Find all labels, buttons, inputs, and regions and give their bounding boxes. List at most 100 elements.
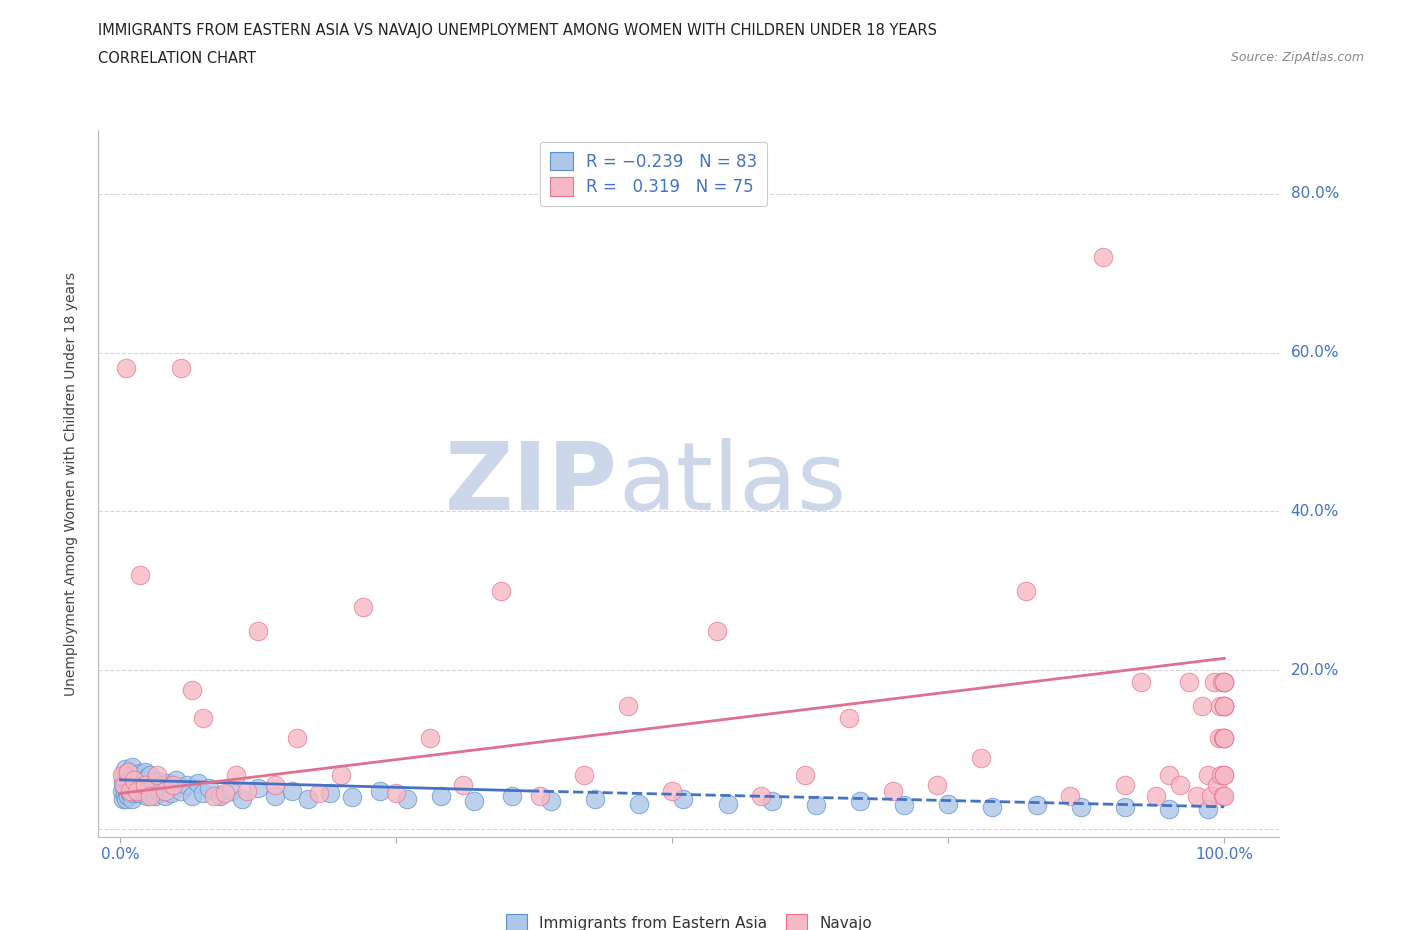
Point [131,777,153,792]
Point [1178,674,1201,689]
Point [882,783,904,798]
Point [136,770,159,785]
Point [617,698,640,713]
Point [661,783,683,798]
Point [110,783,132,798]
Point [134,777,156,792]
Point [122,774,145,789]
Point [198,780,221,795]
Point [176,777,198,792]
Text: CORRELATION CHART: CORRELATION CHART [98,51,256,66]
Point [385,786,408,801]
Point [115,773,138,788]
Point [115,791,138,806]
Point [1070,800,1092,815]
Point [118,776,141,790]
Point [1209,698,1232,713]
Point [115,777,138,792]
Point [1025,798,1047,813]
Point [134,764,156,779]
Point [706,623,728,638]
Point [1197,767,1219,782]
Point [170,361,193,376]
Point [162,777,184,792]
Point [1191,698,1213,713]
Point [297,791,319,806]
Point [849,794,872,809]
Point [572,767,595,782]
Text: 20.0%: 20.0% [1291,663,1339,678]
Point [187,776,209,790]
Point [125,783,148,798]
Point [1059,789,1081,804]
Point [236,783,259,798]
Point [153,789,176,804]
Point [170,783,193,798]
Point [491,583,513,598]
Point [838,711,860,725]
Point [112,780,135,795]
Point [115,783,138,798]
Point [247,780,270,795]
Point [1114,777,1136,792]
Point [122,786,145,801]
Point [118,764,141,779]
Text: ZIP: ZIP [446,438,619,529]
Legend: Immigrants from Eastern Asia, Navajo: Immigrants from Eastern Asia, Navajo [499,909,879,930]
Point [127,774,149,789]
Point [160,786,183,801]
Point [132,783,155,798]
Point [1213,674,1236,689]
Point [120,773,142,788]
Point [1213,674,1236,689]
Point [139,789,162,804]
Point [112,777,135,792]
Point [202,789,225,804]
Point [451,777,474,792]
Point [121,767,143,782]
Point [125,770,148,785]
Point [793,767,815,782]
Point [1213,730,1236,745]
Point [1213,730,1236,745]
Point [342,790,364,804]
Point [120,786,142,801]
Point [1204,674,1226,689]
Point [1213,698,1236,713]
Point [111,776,134,790]
Point [1213,698,1236,713]
Point [1197,802,1219,817]
Point [1205,777,1227,792]
Point [121,760,143,775]
Point [114,762,136,777]
Point [117,766,139,781]
Point [165,773,187,788]
Point [214,786,236,801]
Point [1213,767,1236,782]
Point [529,789,551,804]
Point [139,767,162,782]
Point [319,786,342,801]
Point [1014,583,1036,598]
Point [219,783,242,798]
Point [927,777,949,792]
Point [1185,789,1208,804]
Point [150,777,173,792]
Point [330,767,353,782]
Point [1213,698,1236,713]
Point [135,777,157,792]
Point [540,794,562,809]
Point [122,773,145,788]
Point [396,791,419,806]
Point [352,599,374,614]
Point [970,751,993,765]
Point [749,789,772,804]
Point [247,623,270,638]
Point [1114,800,1136,815]
Point [153,783,176,798]
Point [143,789,166,804]
Point [429,789,451,804]
Point [1212,730,1234,745]
Point [231,791,253,806]
Point [1157,767,1180,782]
